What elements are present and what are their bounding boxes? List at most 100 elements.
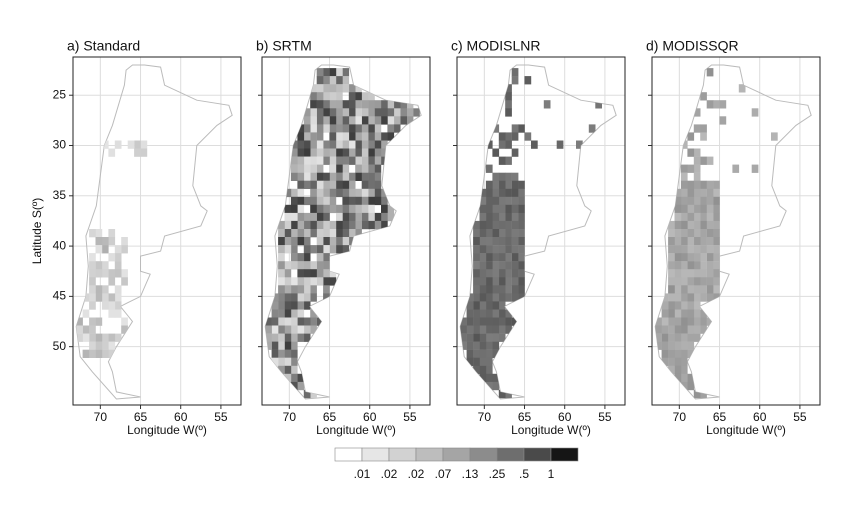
map-cell (498, 293, 506, 302)
map-cell (297, 172, 305, 181)
map-cell (323, 277, 330, 286)
map-cell (355, 156, 362, 165)
map-cell (310, 180, 317, 189)
x-tick-label: 60 (558, 410, 572, 424)
map-cell (82, 333, 90, 342)
map-cell (271, 357, 279, 366)
map-cell (492, 196, 500, 206)
map-cell (492, 293, 500, 302)
map-cell (101, 301, 109, 310)
map-cell (108, 301, 116, 310)
legend-swatch (550, 447, 579, 462)
map-cell (89, 277, 96, 286)
map-cell (290, 341, 298, 350)
map-cell (460, 317, 467, 326)
x-tick-label: 70 (673, 410, 687, 424)
map-cell (368, 100, 375, 109)
map-cell (355, 140, 362, 149)
map-cell (82, 309, 90, 318)
map-cell (336, 108, 343, 117)
map-cell (114, 301, 122, 310)
map-cell (687, 188, 695, 198)
map-cell (297, 180, 305, 189)
map-cell (284, 269, 292, 278)
map-cell (101, 269, 109, 278)
map-cell (303, 237, 311, 246)
panel-frame (651, 56, 821, 406)
map-cell (680, 253, 688, 262)
map-cell (381, 188, 388, 198)
map-cell (140, 140, 148, 149)
map-cell (661, 293, 669, 302)
map-cell (316, 196, 324, 206)
map-cell (693, 180, 701, 189)
map-cell (265, 341, 272, 350)
map-cell (687, 349, 695, 358)
x-tick-label: 55 (214, 410, 228, 424)
map-cell (473, 229, 480, 238)
map-cell (485, 365, 493, 375)
map-cell (316, 253, 324, 262)
map-cell (674, 188, 682, 198)
map-cell (316, 164, 324, 173)
map-cell (387, 124, 395, 133)
map-cell (479, 349, 487, 358)
map-cell (485, 293, 493, 302)
map-cell (95, 349, 103, 358)
map-cell (479, 220, 487, 230)
map-cell (329, 124, 337, 133)
map-cell (329, 92, 337, 101)
map-cell (290, 325, 298, 334)
map-panel: 70 65 60 55 c) MODISLNR Longitude W(º) (451, 38, 626, 437)
map-cell (400, 116, 407, 125)
map-cell (355, 172, 362, 181)
map-cell (473, 220, 480, 230)
map-cell (316, 108, 324, 117)
map-cell (479, 325, 487, 334)
map-cell (485, 357, 493, 366)
map-cell (693, 269, 701, 278)
map-cell (284, 277, 292, 286)
map-cell (284, 317, 292, 326)
map-cell (101, 333, 109, 342)
map-cell (668, 237, 675, 246)
map-cell (278, 269, 285, 278)
map-cell (310, 269, 317, 278)
map-cell (316, 317, 324, 326)
map-cell (316, 212, 324, 222)
map-cell (381, 140, 388, 149)
map-cell (706, 204, 714, 214)
map-cell (310, 220, 317, 230)
map-cell (505, 269, 512, 278)
map-cell (693, 220, 701, 230)
map-cell (336, 204, 343, 214)
map-cell (284, 188, 292, 198)
map-cell (297, 301, 305, 310)
map-cell (303, 132, 311, 141)
map-cell (82, 325, 90, 334)
map-cell (121, 325, 128, 334)
map-cell (310, 140, 317, 149)
map-cell (687, 333, 695, 342)
map-cell (680, 325, 688, 334)
map-cell (310, 148, 317, 157)
map-cell (511, 253, 519, 262)
map-cell (329, 116, 337, 125)
map-cell (95, 333, 103, 342)
map-cell (479, 357, 487, 366)
map-cell (336, 140, 343, 149)
legend-swatch (388, 447, 417, 462)
map-cell (518, 245, 525, 254)
map-cell (706, 253, 714, 262)
map-cell (290, 277, 298, 286)
map-cell (693, 188, 701, 198)
map-cell (473, 309, 480, 318)
map-cell (511, 212, 519, 222)
map-cell (505, 293, 512, 302)
map-cell (693, 237, 701, 246)
map-cell (95, 229, 103, 238)
map-cell (674, 253, 682, 262)
map-cell (511, 229, 519, 238)
map-cell (329, 229, 337, 238)
map-cell (271, 325, 279, 334)
